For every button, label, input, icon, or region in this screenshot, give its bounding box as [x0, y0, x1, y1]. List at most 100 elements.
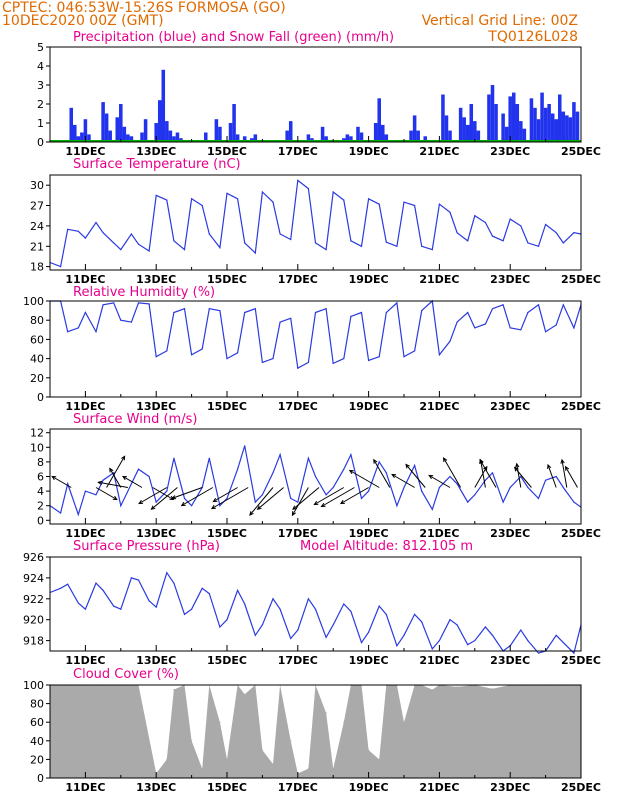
wind-point [360, 497, 363, 499]
cloud-cover-point [219, 721, 221, 723]
x-tick-label: 23DEC [490, 654, 530, 667]
rh-point [191, 354, 193, 356]
temp-point [290, 238, 292, 241]
pres-point [438, 640, 440, 642]
wind-arrow [428, 475, 451, 488]
wind-point [502, 501, 504, 503]
rh-point [562, 304, 564, 306]
rh-frame [49, 300, 582, 398]
temp-point [325, 249, 327, 251]
precip-bar [345, 134, 350, 142]
rh-point [237, 352, 239, 354]
rh-point [314, 311, 317, 314]
precip-bar [157, 100, 162, 142]
pres-point [456, 624, 458, 626]
wind-arrow [106, 456, 126, 488]
x-tick-label: 13DEC [136, 527, 176, 540]
pres-point [120, 608, 122, 610]
wind-arrow [480, 459, 486, 488]
wind-point [120, 505, 122, 507]
x-tick-label: 13DEC [136, 400, 176, 413]
wind-arrow [51, 476, 72, 488]
temp-point [60, 266, 62, 268]
temp-point [537, 245, 540, 247]
temp-point [562, 242, 564, 244]
header-run-time: 10DEC2020 00Z (GMT) [2, 13, 164, 29]
precip-bar [543, 107, 548, 142]
y-tick-label: 20 [30, 753, 44, 766]
wind-arrow-head [256, 505, 262, 511]
wind-arrow-head [112, 495, 118, 501]
y-tick-label: 0 [37, 136, 44, 149]
wind-arrow [181, 487, 214, 506]
wind-arrow [561, 459, 568, 488]
temp-point [368, 198, 370, 200]
wind-arrow-head [560, 458, 565, 464]
temp-point [456, 232, 458, 234]
precip-bar [565, 115, 569, 142]
cloud-cover-point [332, 768, 334, 770]
precip-bar [83, 119, 88, 142]
temperature-title: Surface Temperature (nC) [73, 157, 241, 172]
precipitation-panel: Precipitation (blue) and Snow Fall (gree… [37, 30, 601, 158]
wind-arrow [171, 487, 203, 499]
temp-point [502, 240, 504, 242]
wind-point [130, 483, 132, 485]
cloud-cover-area [50, 685, 581, 778]
precip-bar [476, 130, 481, 142]
pres-point [113, 605, 115, 607]
precip-bar [504, 126, 509, 142]
y-tick-label: 20 [30, 372, 44, 385]
temp-point [183, 249, 186, 251]
wind-arrow-head [121, 455, 126, 461]
rh-point [573, 327, 575, 329]
wind-point [396, 505, 398, 507]
pres-point [431, 648, 433, 650]
wind-point [385, 472, 387, 474]
pres-point [307, 598, 309, 600]
rh-point [208, 308, 210, 310]
temp-point [421, 245, 423, 247]
cloud-cover-point [403, 721, 405, 723]
wind-arrow [292, 487, 320, 510]
rh-point [491, 308, 494, 310]
pres-point [555, 634, 557, 636]
y-tick-label: 60 [30, 716, 44, 729]
cloud-cover-point [244, 693, 246, 695]
wind-arrow [314, 487, 345, 505]
cloud-cover-point [325, 712, 327, 714]
wind-arrow [565, 466, 578, 488]
wind-point [562, 486, 564, 489]
cloud-cover-point [226, 758, 228, 761]
precip-bar [469, 104, 474, 142]
wind-arrow [349, 470, 380, 488]
wind-arrow-head [212, 497, 218, 503]
rh-point [325, 308, 327, 310]
header-grid-note: Vertical Grid Line: 00Z [422, 13, 578, 29]
wind-arrow-head [171, 495, 177, 500]
temp-point [120, 249, 122, 251]
pres-point [474, 640, 476, 642]
wind-point [438, 486, 440, 489]
wind-point [325, 494, 327, 496]
temp-point [307, 188, 309, 190]
temp-point [219, 247, 221, 249]
precip-bar [501, 113, 505, 142]
cloud-cover-point [456, 686, 458, 688]
rh-point [183, 308, 186, 310]
wind-arrow-head [320, 502, 326, 508]
precip-bar [540, 92, 544, 142]
temp-point [84, 237, 86, 239]
wind-arrow [547, 464, 557, 488]
precip-bar [448, 130, 452, 142]
precip-bar [380, 124, 385, 142]
precip-bar [349, 136, 353, 142]
pres-point [183, 613, 186, 616]
wind-arrow-head [150, 505, 156, 511]
wind-point [95, 494, 97, 496]
rh-point [421, 310, 423, 312]
temp-point [226, 192, 228, 194]
wind-arrow-head [405, 463, 410, 469]
pres-point [314, 608, 317, 610]
rh-point [254, 308, 256, 310]
